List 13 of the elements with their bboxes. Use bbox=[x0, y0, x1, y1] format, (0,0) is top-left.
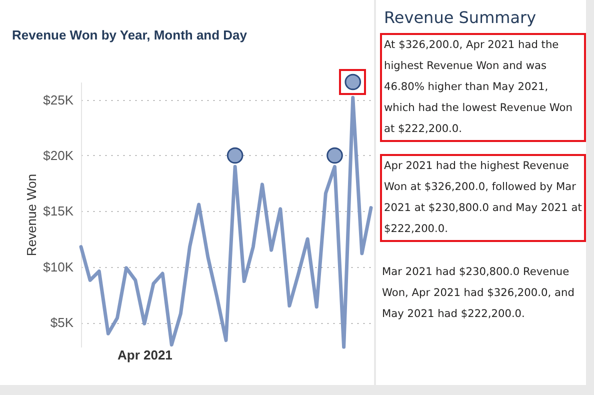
highlight-outline: Apr 2021 had the highest Revenue Won at $326,200.0, followed by Mar 2021 at $230,800.0 and May 2021 at $222,200.0. bbox=[380, 154, 586, 242]
chart-title: Revenue Won by Year, Month and Day bbox=[12, 28, 248, 43]
y-axis-title: Revenue Won bbox=[24, 174, 40, 256]
y-tick-label: $20K bbox=[43, 148, 74, 163]
y-tick-label: $25K bbox=[43, 92, 74, 108]
y-tick-label: $10K bbox=[43, 259, 74, 274]
highlight-outline: At $326,200.0, Apr 2021 had the highest Revenue Won and was 46.80% higher than May 2021, which had the lowest Revenue Won at $222,200.0. bbox=[380, 33, 586, 142]
text: Revenue Summary bbox=[384, 8, 538, 27]
x-tick-label: Apr 2021 bbox=[117, 348, 172, 362]
y-tick-label: $15K bbox=[43, 204, 74, 219]
text: Mar 2021 had $230,800.0 Revenue Won, Apr 2021 had $326,200.0, and May 2021 had $222,200.0. bbox=[381, 265, 576, 322]
y-tick-label: $5K bbox=[50, 315, 74, 330]
line-series bbox=[79, 96, 373, 349]
